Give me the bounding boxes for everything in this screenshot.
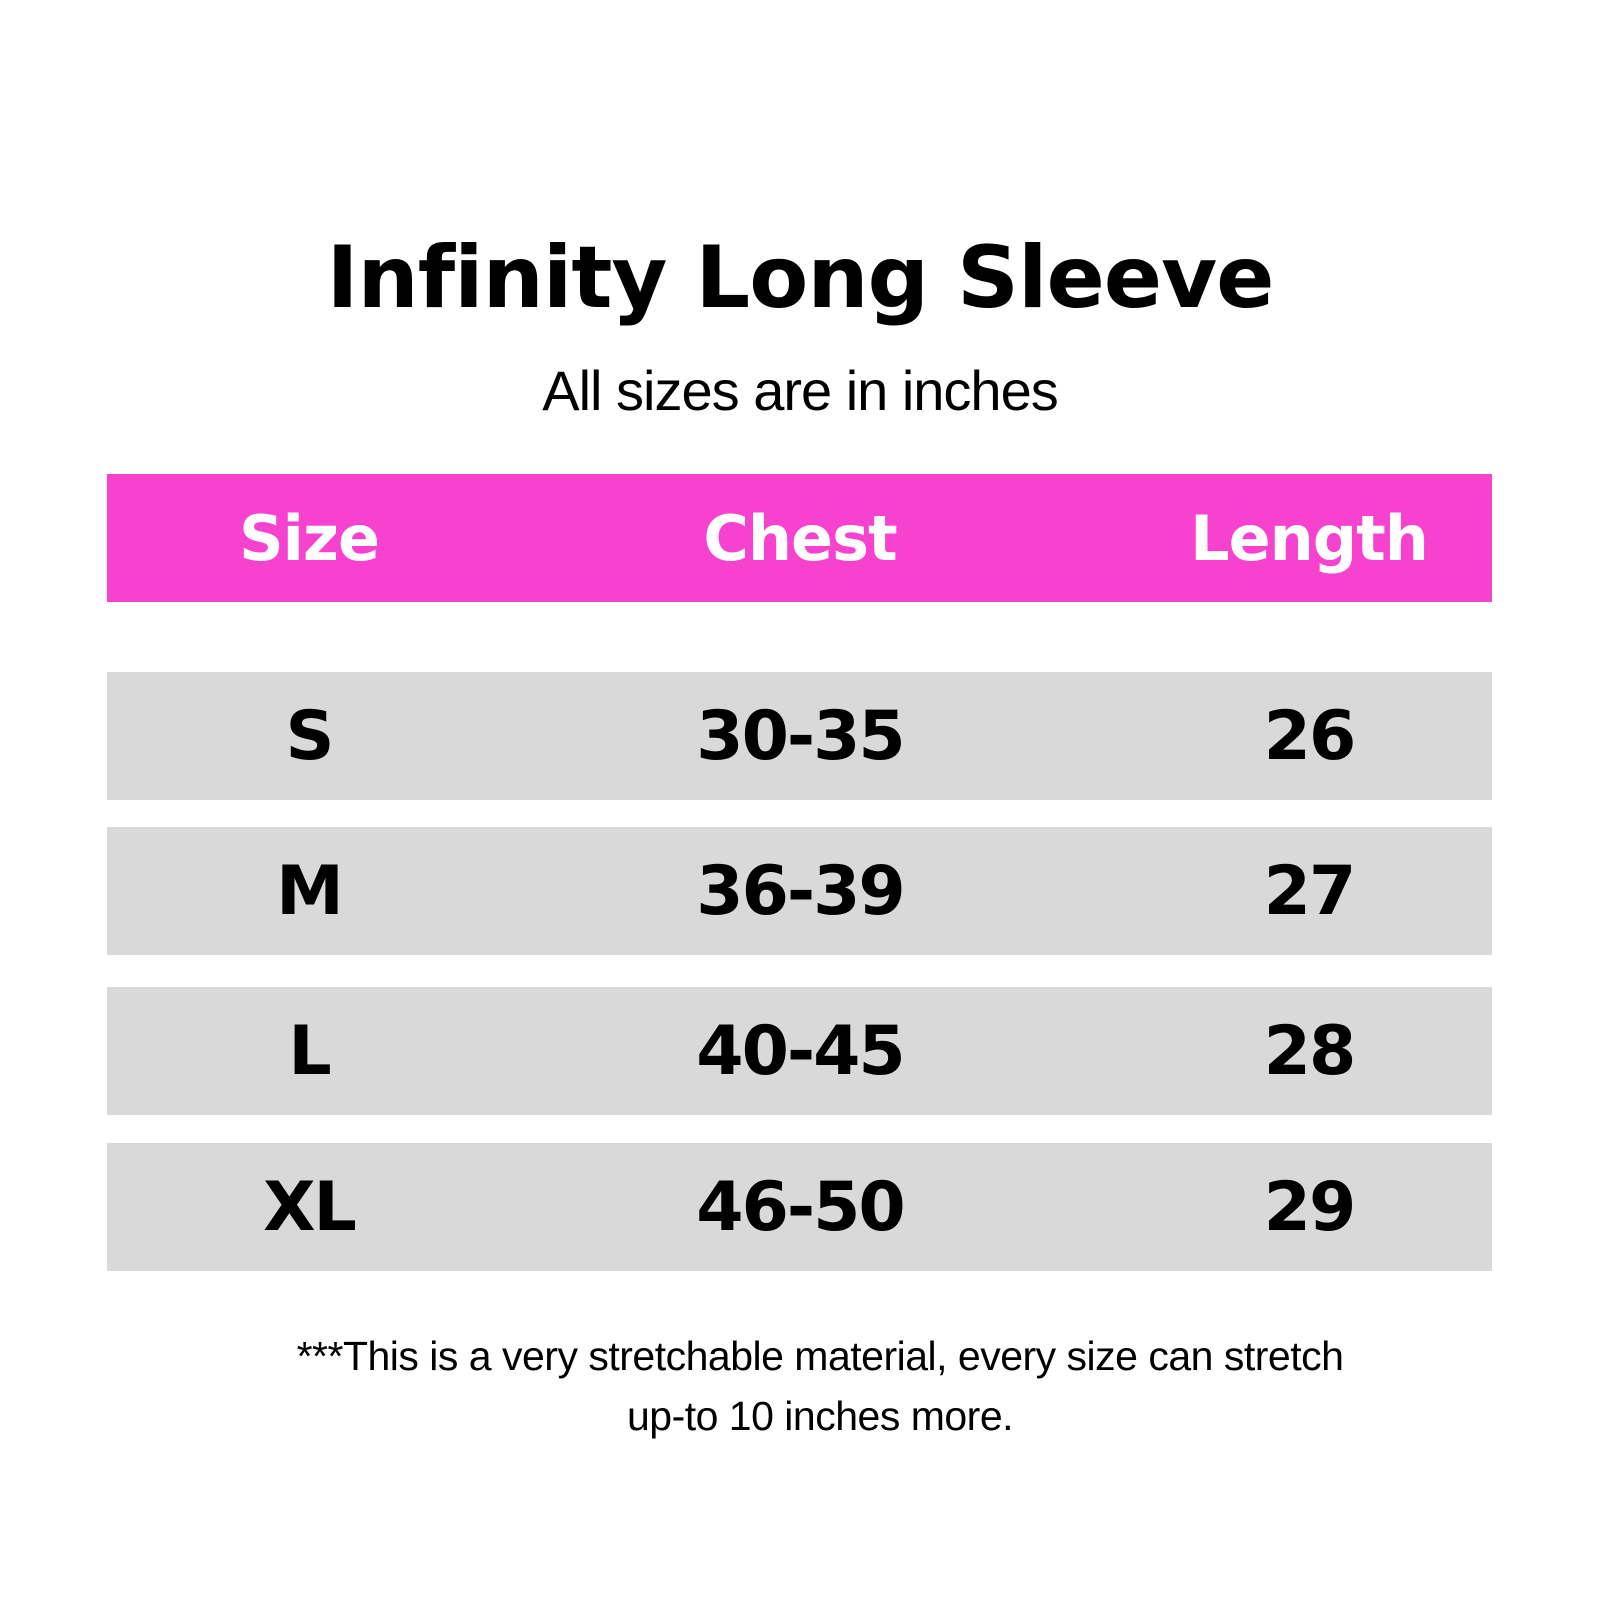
page-subtitle: All sizes are in inches [542, 359, 1058, 422]
table-row: XL 46-50 29 [107, 1143, 1492, 1271]
footnote-line-2: up-to 10 inches more. [626, 1393, 1014, 1439]
length-cell: 28 [1263, 1011, 1357, 1091]
length-cell: 27 [1263, 851, 1357, 931]
chest-cell: 30-35 [696, 696, 905, 776]
footnote-line-1: ***This is a very stretchable material, … [296, 1333, 1344, 1379]
length-cell: 29 [1263, 1167, 1357, 1247]
size-cell: S [285, 696, 335, 776]
chest-cell: 36-39 [696, 851, 905, 931]
header-length: Length [1190, 501, 1429, 575]
table-header: Size Chest Length [107, 474, 1492, 602]
table-row: S 30-35 26 [107, 672, 1492, 800]
footnote: ***This is a very stretchable material, … [0, 1326, 1600, 1446]
header-chest: Chest [703, 501, 897, 575]
chest-cell: 46-50 [696, 1167, 905, 1247]
header-size: Size [238, 501, 380, 575]
table-row: L 40-45 28 [107, 987, 1492, 1115]
chest-cell: 40-45 [696, 1011, 905, 1091]
size-cell: M [276, 851, 344, 931]
length-cell: 26 [1263, 696, 1357, 776]
size-cell: L [288, 1011, 331, 1091]
table-row: M 36-39 27 [107, 827, 1492, 955]
page-title: Infinity Long Sleeve [326, 228, 1275, 328]
size-cell: XL [263, 1167, 357, 1247]
